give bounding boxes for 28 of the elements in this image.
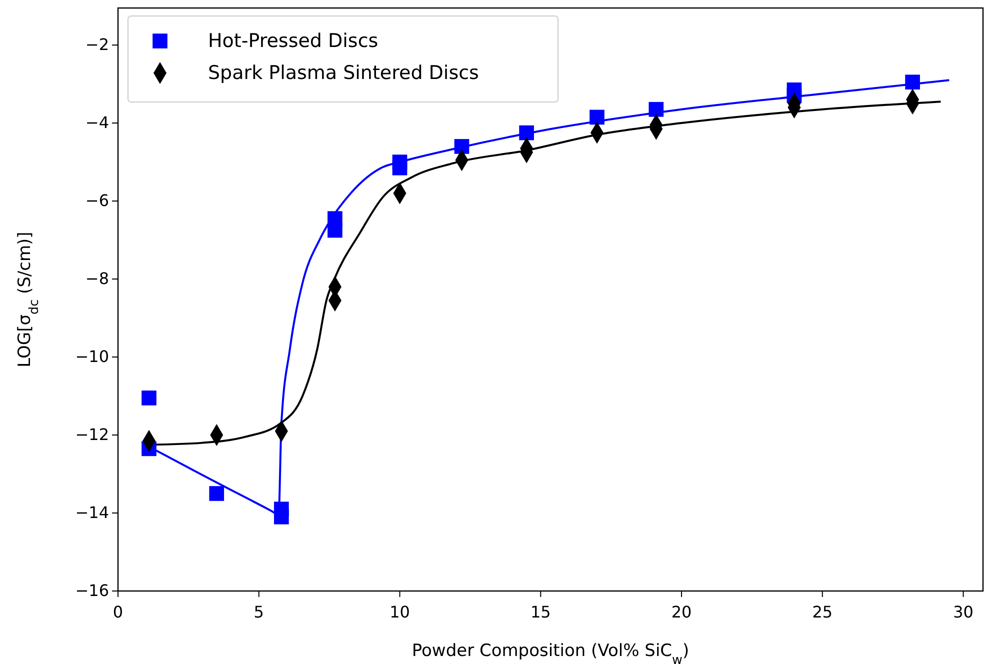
legend-label: Spark Plasma Sintered Discs (208, 62, 479, 84)
point (648, 102, 664, 117)
y-tick-label: −2 (85, 35, 109, 54)
point (392, 160, 408, 176)
y-tick-label: −4 (85, 113, 109, 132)
x-tick-label: 5 (254, 602, 264, 622)
x-tick-label: 30 (953, 602, 974, 622)
point (905, 74, 920, 90)
legend-label: Hot-Pressed Discs (208, 30, 378, 52)
y-tick-label: −6 (85, 191, 109, 210)
y-tick-label: −10 (75, 347, 109, 366)
y-tick-label: −12 (75, 425, 109, 444)
point (209, 486, 224, 501)
point (590, 110, 604, 125)
y-tick-label: −14 (75, 503, 109, 522)
y-tick-label: −8 (85, 269, 109, 288)
point (274, 509, 289, 524)
y-tick-label: −16 (75, 581, 109, 600)
x-tick-label: 15 (530, 602, 551, 622)
x-tick-label: 10 (390, 602, 410, 622)
point (142, 390, 156, 406)
x-tick-label: 0 (112, 602, 124, 622)
x-axis-title: Powder Composition (Vol% SiC$_{w}$) (412, 641, 690, 664)
point (454, 139, 470, 154)
point (328, 222, 342, 238)
x-tick-label: 20 (671, 602, 692, 622)
point (519, 125, 534, 140)
x-tick-label: 25 (812, 602, 833, 622)
